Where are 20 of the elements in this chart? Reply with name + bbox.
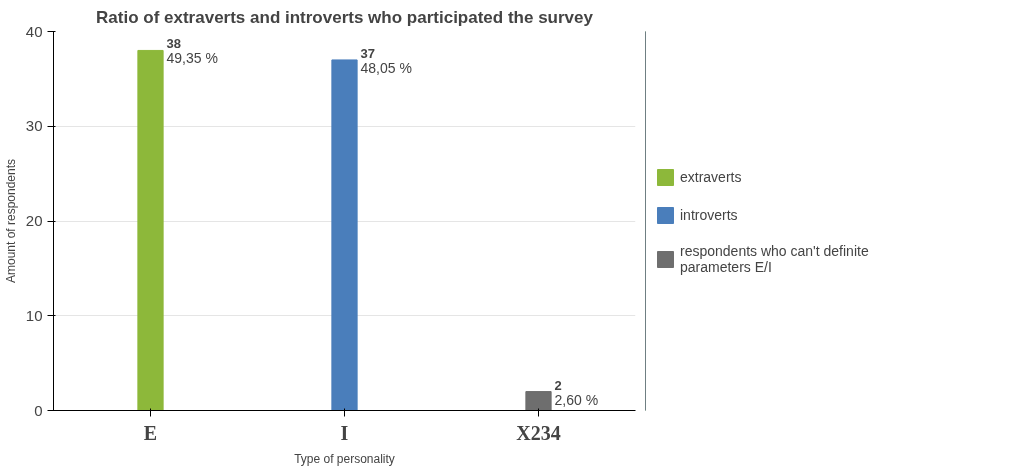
data-label: 2 [554,377,562,393]
y-tick-label: 40 [25,22,43,40]
legend-label: respondents who can't definite parameters E/I [680,242,869,275]
x-axis-title: Type of personality [294,451,395,466]
annotation: 2,60 % [554,391,599,408]
legend-label: extraverts [680,168,742,185]
x-tick-label: I [340,421,349,444]
annotation: 49,35 % [166,50,218,67]
data-label: 38 [166,36,181,52]
annotation: 48,05 % [360,59,412,76]
y-tick-label: 30 [25,117,43,135]
chart-title: Ratio of extraverts and introverts who participated the survey [96,7,594,27]
legend-label: introverts [680,206,738,223]
y-tick-label: 10 [25,306,43,324]
y-tick-label: 20 [25,212,43,229]
y-tick-label: 0 [34,401,43,419]
y-axis-title: Amount of respondents [3,158,18,284]
x-tick-label: X234 [516,421,561,444]
x-tick-label: E [143,421,158,444]
data-label: 37 [360,45,375,61]
